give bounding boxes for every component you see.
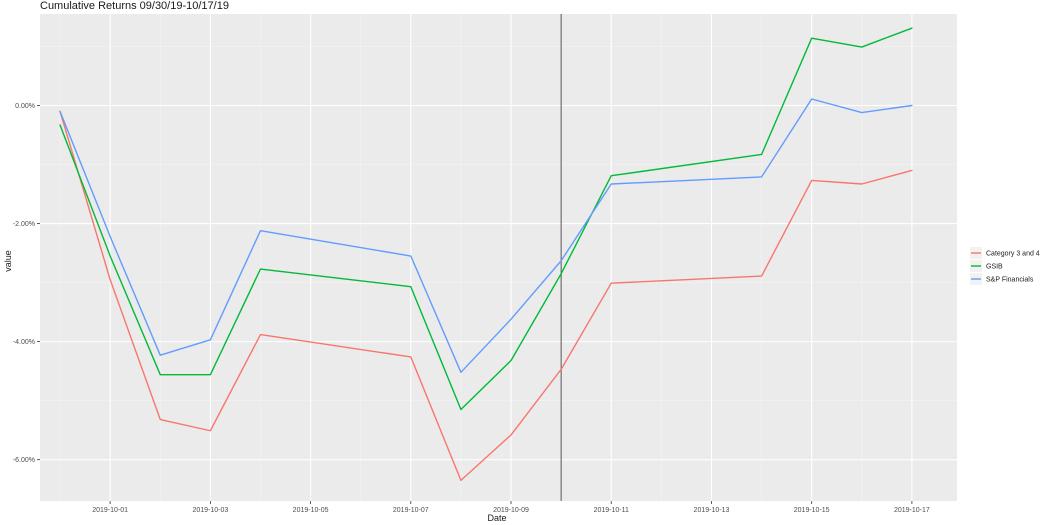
y-axis: 0.00% -2.00% -4.00% -6.00% bbox=[13, 103, 40, 464]
legend-label: Category 3 and 4 bbox=[986, 251, 1040, 258]
x-tick-label: 2019-10-07 bbox=[393, 507, 429, 514]
x-tick-label: 2019-10-09 bbox=[493, 507, 529, 514]
legend: Category 3 and 4 GSIB S&P Financials bbox=[970, 247, 1040, 285]
x-axis-title: Date bbox=[487, 513, 506, 523]
series-line bbox=[59, 98, 913, 374]
chart-title: Cumulative Returns 09/30/19-10/17/19 bbox=[40, 0, 229, 12]
x-tick-label: 2019-10-11 bbox=[594, 507, 629, 514]
x-tick-label: 2019-10-15 bbox=[794, 507, 830, 514]
legend-label: GSIB bbox=[986, 264, 1003, 271]
x-tick-label: 2019-10-01 bbox=[92, 507, 128, 514]
legend-label: S&P Financials bbox=[986, 277, 1034, 284]
series-line bbox=[59, 110, 913, 482]
x-axis: 2019-10-01 2019-10-03 2019-10-05 2019-10-07… bbox=[92, 501, 930, 514]
series-line bbox=[59, 27, 913, 411]
y-axis-title: value bbox=[3, 250, 13, 272]
x-tick-label: 2019-10-05 bbox=[293, 507, 329, 514]
series-layer bbox=[59, 27, 913, 482]
x-tick-label: 2019-10-17 bbox=[894, 507, 930, 514]
x-tick-label: 2019-10-03 bbox=[192, 507, 228, 514]
y-tick-label: -6.00% bbox=[13, 457, 35, 464]
plot-panel bbox=[40, 14, 957, 501]
y-tick-label: -4.00% bbox=[13, 339, 35, 346]
y-tick-label: -2.00% bbox=[13, 221, 35, 228]
x-tick-label: 2019-10-13 bbox=[694, 507, 730, 514]
y-tick-label: 0.00% bbox=[15, 103, 35, 110]
